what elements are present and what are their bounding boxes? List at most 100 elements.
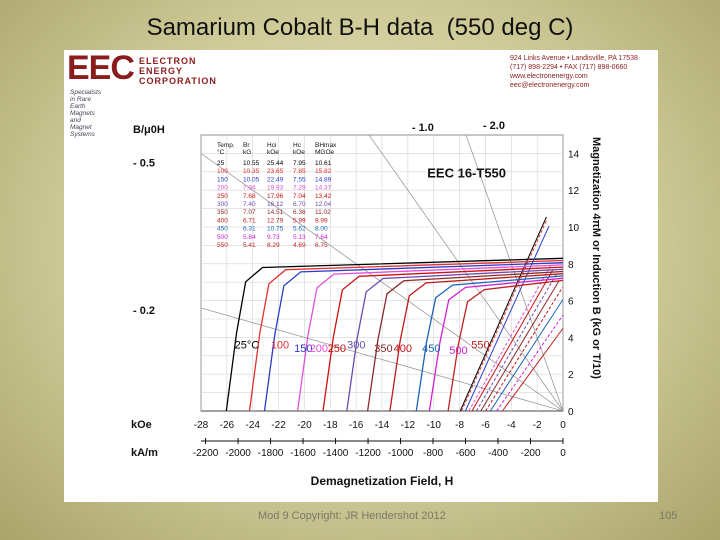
load-line-label: - 2.0: [483, 120, 505, 132]
x-tick-koe: -22: [271, 420, 286, 431]
load-line-label: - 1.0: [412, 122, 434, 134]
contact-email: eec@electronenergy.com: [510, 82, 590, 89]
table-cell: 5.99: [293, 217, 306, 224]
table-cell: 150: [217, 176, 228, 183]
x-tick-koe: -28: [194, 420, 209, 431]
x-tick-koe: -14: [375, 420, 390, 431]
table-header: kOe: [293, 149, 305, 156]
table-cell: 500: [217, 234, 228, 241]
table-cell: 7.04: [293, 193, 306, 200]
x-tick-koe: -4: [507, 420, 516, 431]
table-cell: 7.68: [243, 193, 256, 200]
chart-image: EEC ELECTRON ENERGY CORPORATION Speciali…: [64, 49, 658, 502]
table-cell: 4.69: [293, 242, 306, 249]
y-tick-right: 0: [568, 407, 574, 418]
curve-label-250: 250: [328, 343, 346, 355]
curve-350-normal: [480, 280, 560, 411]
y-tick-right: 6: [568, 297, 574, 308]
table-cell: 7.07: [243, 209, 256, 216]
table-cell: 14.37: [315, 185, 332, 192]
curve-25-intrinsic: [225, 257, 563, 411]
table-cell: 6.36: [293, 209, 306, 216]
curve-300-intrinsic: [346, 268, 563, 411]
table-cell: 7.29: [293, 185, 306, 192]
x-tick-koe: -2: [533, 420, 542, 431]
table-header: kOe: [267, 149, 279, 156]
curve-label-200: 200: [310, 343, 328, 355]
footer-copyright: Mod 9 Copyright: JR Hendershot 2012: [258, 510, 446, 522]
x-tick-kam: -1600: [290, 448, 316, 459]
curve-350-intrinsic: [366, 270, 563, 411]
table-cell: 350: [217, 209, 228, 216]
curve-label-350: 350: [374, 343, 392, 355]
table-cell: 9.99: [315, 217, 328, 224]
x-tick-kam: -800: [423, 448, 443, 459]
curve-500-normal: [496, 314, 563, 411]
curve-550-intrinsic: [447, 279, 563, 411]
table-header: Temp.: [217, 142, 235, 149]
chart-title: EEC 16-T550: [427, 165, 506, 180]
x-tick-koe: -6: [481, 420, 490, 431]
logo-line-1: ELECTRON: [139, 56, 197, 66]
slide-title: Samarium Cobalt B-H data (550 deg C): [146, 14, 574, 41]
x-label: Demagnetization Field, H: [311, 474, 454, 488]
table-cell: 22.49: [267, 176, 284, 183]
y-tick-right: 2: [568, 370, 574, 381]
table-cell: 550: [217, 242, 228, 249]
curve-label-550: 550: [471, 339, 489, 351]
table-cell: 10.75: [267, 226, 284, 233]
x-tick-koe: 0: [560, 420, 566, 431]
table-cell: 17.96: [267, 193, 284, 200]
table-header: BHmax: [315, 142, 337, 149]
table-cell: 6.71: [243, 217, 256, 224]
table-cell: 25.44: [267, 160, 284, 167]
table-cell: 250: [217, 193, 228, 200]
table-cell: 14.51: [267, 209, 284, 216]
curve-150-normal: [464, 225, 550, 411]
table-cell: 400: [217, 217, 228, 224]
y-tick-right: 8: [568, 260, 574, 271]
contact-website: www.electronenergy.com: [510, 73, 588, 80]
x-tick-kam: -1000: [388, 448, 414, 459]
x-tick-koe: -8: [455, 420, 464, 431]
table-cell: 100: [217, 168, 228, 175]
x-tick-kam: -1800: [258, 448, 284, 459]
table-cell: 11.02: [315, 209, 331, 216]
table-cell: 19.93: [267, 185, 284, 192]
load-line-label: - 0.5: [133, 158, 155, 170]
curve-400-normal: [485, 287, 563, 411]
x-unit-koe: kOe: [131, 419, 152, 431]
curve-label-100: 100: [271, 339, 289, 351]
logo-line-3: CORPORATION: [139, 76, 217, 86]
table-cell: 25: [217, 160, 225, 167]
x-tick-koe: -18: [323, 420, 338, 431]
y-label-right: Magnetization 4πM or Induction B (kG or …: [590, 137, 602, 379]
curve-label-300: 300: [347, 339, 365, 351]
curve-300-normal: [475, 274, 557, 411]
table-cell: 6.70: [293, 201, 306, 208]
x-tick-kam: -600: [456, 448, 476, 459]
x-tick-koe: -12: [401, 420, 416, 431]
x-tick-kam: -1400: [323, 448, 349, 459]
table-cell: 13.42: [315, 193, 332, 200]
x-tick-koe: -16: [349, 420, 364, 431]
x-unit-kam: kA/m: [131, 447, 158, 459]
logo-line-2: ENERGY: [139, 66, 184, 76]
curve-25-normal: [459, 216, 547, 411]
table-cell: 10.35: [243, 168, 260, 175]
curve-100-intrinsic: [248, 259, 563, 411]
curve-250-intrinsic: [322, 266, 563, 411]
table-cell: 12.04: [315, 201, 332, 208]
table-cell: 10.55: [243, 160, 260, 167]
table-cell: 7.85: [293, 168, 306, 175]
y-tick-right: 10: [568, 223, 580, 234]
table-cell: 8.00: [315, 226, 328, 233]
curve-label-500: 500: [449, 345, 467, 357]
logo-letters: EEC: [67, 49, 135, 87]
table-cell: 10.61: [315, 160, 332, 167]
curve-200-normal: [468, 264, 552, 411]
curve-550-normal: [501, 327, 563, 411]
table-header: Hci: [267, 142, 276, 149]
curve-label-150: 150: [294, 343, 312, 355]
